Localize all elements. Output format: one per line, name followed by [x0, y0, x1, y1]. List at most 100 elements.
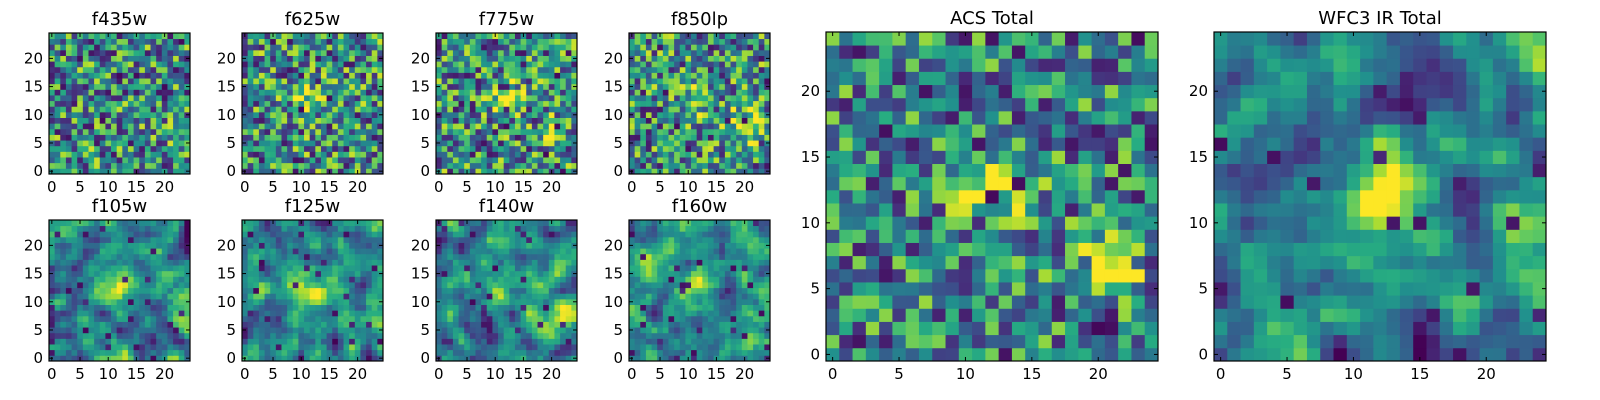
heatmap-cell [127, 321, 134, 328]
heatmap-cell [481, 95, 488, 102]
heatmap-cell [60, 338, 67, 345]
heatmap-cell [270, 276, 277, 283]
heatmap-cell [447, 89, 454, 96]
heatmap-cell [60, 310, 67, 317]
heatmap-cell [275, 72, 282, 79]
heatmap-cell [753, 349, 760, 356]
heatmap-cell [105, 151, 112, 158]
heatmap-cell [320, 33, 327, 40]
heatmap-cell [360, 242, 367, 249]
heatmap-cell [65, 344, 72, 351]
heatmap-cell [178, 61, 185, 68]
heatmap-cell [111, 140, 118, 147]
heatmap-cell [88, 265, 95, 272]
heatmap-cell [122, 140, 129, 147]
heatmap-cell [560, 338, 567, 345]
heatmap-cell [531, 49, 538, 56]
heatmap-cell [758, 72, 765, 79]
heatmap-cell [94, 225, 101, 232]
heatmap-cell [458, 253, 465, 260]
heatmap-cell [554, 225, 561, 232]
heatmap-cell [548, 332, 555, 339]
heatmap-cell [707, 123, 714, 130]
heatmap-cell [139, 61, 146, 68]
x-tick-label: 10 [99, 178, 118, 196]
heatmap-cell [719, 100, 726, 107]
heatmap-cell [719, 332, 726, 339]
heatmap-cell [560, 265, 567, 272]
heatmap-cell [127, 315, 134, 322]
heatmap-cell [139, 168, 146, 175]
heatmap-cell [161, 106, 168, 113]
heatmap-cell [554, 151, 561, 158]
heatmap-cell [315, 111, 322, 118]
heatmap-cell [343, 276, 350, 283]
heatmap-cell [332, 293, 339, 300]
heatmap-cell [436, 66, 443, 73]
heatmap-cell [469, 33, 476, 40]
heatmap-cell [264, 236, 271, 243]
heatmap-cell [337, 236, 344, 243]
heatmap-cell [645, 276, 652, 283]
heatmap-cell [458, 38, 465, 45]
heatmap-cell [560, 117, 567, 124]
heatmap-cell [498, 298, 505, 305]
heatmap-cell [184, 349, 191, 356]
heatmap-cell [662, 49, 669, 56]
heatmap-cell [94, 123, 101, 130]
heatmap-cell [161, 338, 168, 345]
heatmap-cell [707, 332, 714, 339]
heatmap-cell [696, 344, 703, 351]
heatmap-cell [173, 270, 180, 277]
heatmap-cell [82, 276, 89, 283]
heatmap-cell [315, 310, 322, 317]
heatmap-cell [320, 49, 327, 56]
heatmap-cell [447, 265, 454, 272]
heatmap-cell [150, 168, 157, 175]
heatmap-cell [498, 123, 505, 130]
heatmap-cell [332, 220, 339, 227]
heatmap-cell [309, 78, 316, 85]
heatmap-cell [264, 310, 271, 317]
heatmap-cell [640, 293, 647, 300]
heatmap-cell [548, 66, 555, 73]
heatmap-cell [253, 265, 260, 272]
heatmap-cell [509, 89, 516, 96]
heatmap-cell [747, 128, 754, 135]
heatmap-cell [651, 338, 658, 345]
heatmap-cell [537, 259, 544, 266]
heatmap-cell [543, 66, 550, 73]
heatmap-cell [685, 123, 692, 130]
heatmap-cell [65, 304, 72, 311]
heatmap-cell [258, 123, 265, 130]
heatmap-cell [377, 38, 384, 45]
heatmap-cell [133, 265, 140, 272]
heatmap-cell [366, 78, 373, 85]
heatmap-cell [707, 162, 714, 169]
heatmap-cell [133, 83, 140, 90]
heatmap-cell [452, 287, 459, 294]
heatmap-cell [503, 270, 510, 277]
heatmap-cell [747, 157, 754, 164]
heatmap-cell [94, 134, 101, 141]
heatmap-cell [571, 236, 578, 243]
heatmap-cell [436, 259, 443, 266]
heatmap-cell [309, 236, 316, 243]
heatmap-cell [71, 276, 78, 283]
heatmap-cell [173, 66, 180, 73]
heatmap-cell [275, 259, 282, 266]
heatmap-cell [662, 128, 669, 135]
heatmap-cell [354, 111, 361, 118]
heatmap-cell [492, 298, 499, 305]
heatmap-cell [178, 332, 185, 339]
heatmap-cell [275, 225, 282, 232]
heatmap-cell [366, 128, 373, 135]
heatmap-cell [349, 231, 356, 238]
heatmap-cell [122, 304, 129, 311]
heatmap-cell [156, 321, 163, 328]
heatmap-cell [253, 259, 260, 266]
heatmap-cell [94, 287, 101, 294]
heatmap-cell [685, 106, 692, 113]
heatmap-cell [509, 242, 516, 249]
heatmap-cell [94, 151, 101, 158]
